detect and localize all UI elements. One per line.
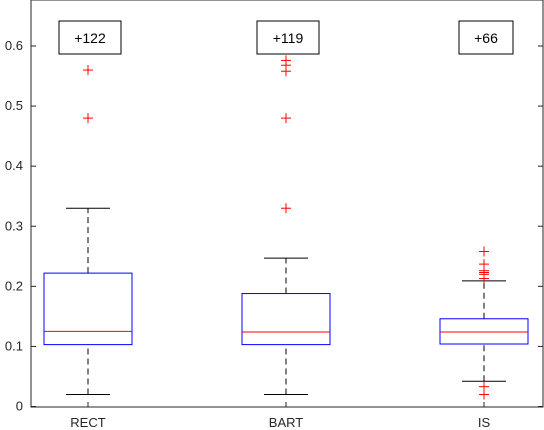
outlier-marker	[281, 113, 291, 124]
x-tick-label: IS	[478, 415, 491, 430]
y-axis: 0 0.1 0.2 0.3 0.4 0.5 0.6	[5, 38, 543, 414]
y-tick-label: 0.1	[5, 338, 23, 353]
box-iqr	[439, 318, 529, 345]
outlier-marker	[281, 55, 291, 66]
outlier-marker	[281, 203, 291, 214]
outlier-count-annotation: +66	[458, 20, 514, 55]
annotation-box	[256, 20, 320, 55]
y-tick-label: 0.6	[5, 38, 23, 53]
box-rect	[43, 65, 133, 395]
box-iqr	[43, 272, 133, 346]
y-tick-label: 0	[16, 399, 23, 414]
box-series	[43, 55, 529, 400]
y-tick-label: 0.2	[5, 278, 23, 293]
outlier-marker	[479, 259, 489, 270]
annotation-text: +66	[474, 30, 498, 46]
box-iqr	[241, 293, 331, 346]
x-tick-label: BART	[269, 415, 303, 430]
outlier-marker	[83, 65, 93, 76]
annotations: +122 +119 +66	[58, 20, 514, 55]
outlier-marker	[479, 246, 489, 257]
y-tick-label: 0.4	[5, 158, 23, 173]
annotation-box	[58, 20, 122, 55]
plot-area	[30, 0, 544, 408]
outlier-count-annotation: +122	[58, 20, 122, 55]
box-bart	[241, 55, 331, 395]
x-axis: RECT BART IS	[70, 402, 490, 430]
x-tick-label: RECT	[70, 415, 105, 430]
y-tick-label: 0.3	[5, 218, 23, 233]
annotation-text: +122	[74, 30, 106, 46]
outlier-count-annotation: +119	[256, 20, 320, 55]
box-is	[439, 246, 529, 400]
annotation-text: +119	[273, 30, 304, 46]
outlier-marker	[479, 381, 489, 392]
annotation-box	[458, 20, 514, 55]
outlier-marker	[83, 113, 93, 124]
y-tick-label: 0.5	[5, 98, 23, 113]
